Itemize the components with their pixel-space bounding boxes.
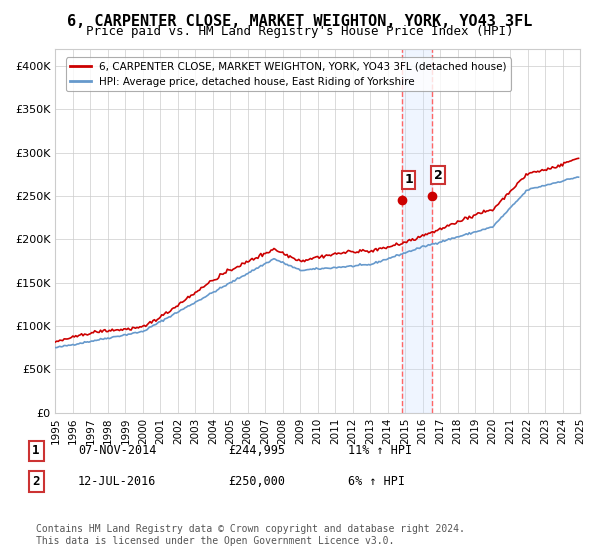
Text: 2: 2	[434, 169, 442, 181]
Text: 6% ↑ HPI: 6% ↑ HPI	[348, 475, 405, 488]
Legend: 6, CARPENTER CLOSE, MARKET WEIGHTON, YORK, YO43 3FL (detached house), HPI: Avera: 6, CARPENTER CLOSE, MARKET WEIGHTON, YOR…	[66, 58, 511, 91]
Text: 07-NOV-2014: 07-NOV-2014	[78, 444, 157, 458]
Text: Contains HM Land Registry data © Crown copyright and database right 2024.
This d: Contains HM Land Registry data © Crown c…	[36, 524, 465, 546]
Text: Price paid vs. HM Land Registry's House Price Index (HPI): Price paid vs. HM Land Registry's House …	[86, 25, 514, 38]
Bar	[403, 49, 432, 413]
Text: 1: 1	[32, 444, 40, 458]
Text: £244,995: £244,995	[228, 444, 285, 458]
Text: 6, CARPENTER CLOSE, MARKET WEIGHTON, YORK, YO43 3FL: 6, CARPENTER CLOSE, MARKET WEIGHTON, YOR…	[67, 14, 533, 29]
Text: 1: 1	[404, 173, 413, 186]
Text: £250,000: £250,000	[228, 475, 285, 488]
Text: 11% ↑ HPI: 11% ↑ HPI	[348, 444, 412, 458]
Text: 12-JUL-2016: 12-JUL-2016	[78, 475, 157, 488]
Text: 2: 2	[32, 475, 40, 488]
